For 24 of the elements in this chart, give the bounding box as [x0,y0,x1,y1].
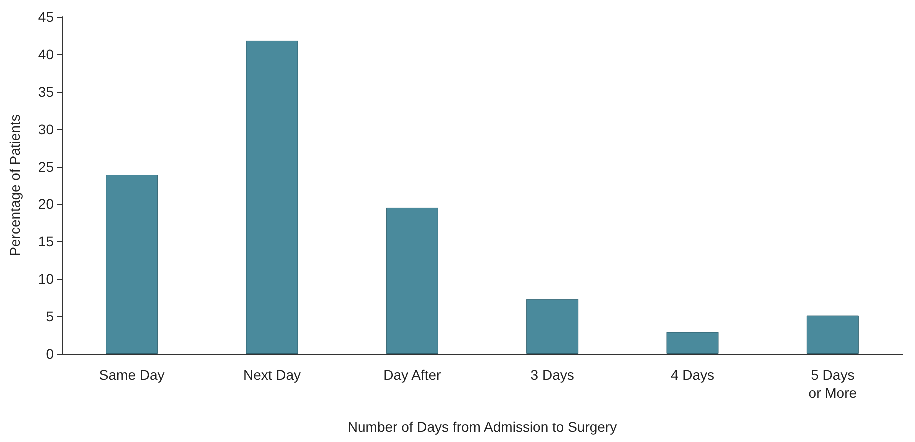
y-tick-label: 25 [38,158,54,175]
y-tick-label: 10 [38,271,54,288]
bar [386,208,438,354]
y-tick-label: 15 [38,234,54,250]
y-tick-label: 45 [38,9,54,25]
x-tick-label: 5 Days or More [808,367,858,401]
x-tick-label: 3 Days [530,367,574,383]
y-tick-label: 5 [46,308,54,325]
x-tick-label: Day After [384,367,442,383]
x-tick-label: Same Day [99,367,165,383]
x-tick-label: 4 Days [670,367,715,383]
y-axis-title: Percentage of Patients [7,114,23,256]
bar [246,40,298,354]
y-tick-label: 40 [38,46,54,62]
y-tick-label: 20 [38,196,54,212]
y-tick-label: 30 [38,121,54,138]
bar [526,299,579,354]
bar [666,332,719,354]
y-tick-label: 35 [38,84,54,100]
x-axis-title: Number of Days from Admission to Surgery [348,419,618,435]
bar [806,316,859,354]
bar [106,175,158,354]
y-tick-label: 0 [46,346,54,362]
x-tick-label: Next Day [243,367,302,383]
